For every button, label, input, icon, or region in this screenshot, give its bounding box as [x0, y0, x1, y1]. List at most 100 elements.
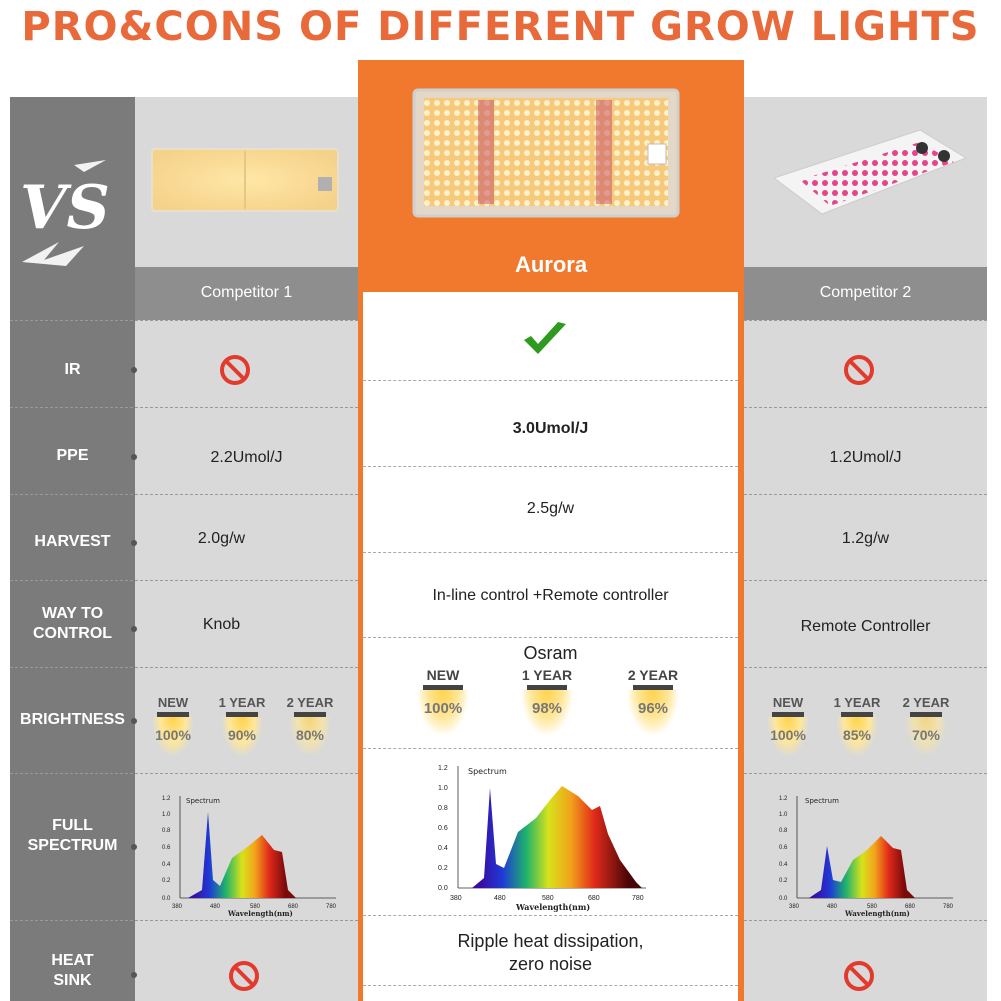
svg-text:0.2: 0.2: [779, 878, 788, 884]
aurora-spectrum-chart: Spectrum 1.2 1.0 0.8 0.6 0.4 0.2 0.0 380…: [438, 765, 646, 912]
divider: [363, 637, 738, 638]
svg-text:380: 380: [172, 904, 183, 910]
divider: [744, 320, 987, 321]
aurora-control: In-line control +Remote controller: [432, 587, 669, 604]
competitor2-header: Competitor 2: [819, 284, 912, 301]
divider: [10, 667, 358, 668]
aurora-brightness-2year: 2 YEAR 96%: [618, 667, 688, 751]
svg-text:0.8: 0.8: [438, 805, 448, 812]
competitor2-header-band: [744, 267, 987, 320]
competitor1-brightness-new: NEW 100%: [150, 695, 196, 771]
aurora-ppe: 3.0Umol/J: [512, 420, 589, 437]
divider: [363, 466, 738, 467]
row-label-ir: IR: [64, 361, 81, 378]
svg-text:0.4: 0.4: [438, 845, 448, 852]
row-label-line: WAY TO: [41, 605, 104, 622]
svg-text:480: 480: [210, 904, 221, 910]
row-label-brightness: BRIGHTNESS: [20, 711, 125, 728]
svg-text:0.8: 0.8: [162, 828, 171, 834]
row-label-line: CONTROL: [32, 625, 113, 642]
row-label-heat-sink: HEAT SINK: [10, 951, 135, 991]
svg-text:0.6: 0.6: [438, 825, 448, 832]
svg-text:0.0: 0.0: [162, 896, 171, 902]
competitor2-brightness-1year: 1 YEAR 85%: [829, 695, 885, 771]
svg-text:0.4: 0.4: [779, 862, 788, 868]
competitor1-header-band: [135, 267, 358, 320]
row-bullet: [131, 718, 137, 724]
checkmark-icon: [524, 322, 566, 354]
aurora-heat-sink: Ripple heat dissipation, zero noise: [363, 930, 738, 976]
aurora-harvest: 2.5g/w: [526, 500, 575, 517]
divider: [10, 494, 358, 495]
aurora-heat-sink-line: zero noise: [508, 954, 593, 974]
row-bullet: [131, 972, 137, 978]
row-bullet: [131, 454, 137, 460]
divider: [10, 920, 358, 921]
svg-text:380: 380: [450, 895, 462, 902]
divider: [744, 580, 987, 581]
svg-text:1.2: 1.2: [162, 796, 171, 802]
svg-text:0.6: 0.6: [779, 845, 788, 851]
divider: [363, 915, 738, 916]
svg-text:580: 580: [250, 904, 261, 910]
divider: [744, 494, 987, 495]
divider: [744, 667, 987, 668]
divider: [744, 773, 987, 774]
competitor1-brightness-2year: 2 YEAR 80%: [280, 695, 340, 771]
row-label-line: FULL: [52, 817, 93, 834]
competitor2-column: [742, 97, 987, 1001]
page-title: PRO&CONS OF DIFFERENT GROW LIGHTS: [21, 4, 980, 50]
divider: [10, 773, 358, 774]
divider: [363, 748, 738, 749]
svg-text:1.2: 1.2: [438, 765, 448, 772]
competitor1-header: Competitor 1: [200, 284, 293, 301]
svg-text:580: 580: [542, 895, 554, 902]
divider: [363, 380, 738, 381]
svg-text:480: 480: [827, 904, 838, 910]
svg-text:0.6: 0.6: [162, 845, 171, 851]
svg-text:780: 780: [632, 895, 644, 902]
svg-text:Wavelength(nm): Wavelength(nm): [515, 902, 590, 912]
competitor1-spectrum-chart: Spectrum 1.2 1.0 0.8 0.6 0.4 0.2 0.0 380…: [162, 796, 337, 918]
competitor1-ppe: 2.2Umol/J: [210, 449, 283, 466]
divider: [10, 580, 358, 581]
divider: [744, 920, 987, 921]
row-bullet: [131, 844, 137, 850]
prohibited-icon: [844, 961, 874, 991]
aurora-heat-sink-line: Ripple heat dissipation,: [457, 931, 644, 951]
svg-text:VS: VS: [20, 173, 110, 243]
row-label-harvest: HARVEST: [34, 533, 111, 550]
divider: [363, 552, 738, 553]
divider: [10, 320, 358, 321]
svg-text:780: 780: [326, 904, 337, 910]
competitor2-brightness-new: NEW 100%: [765, 695, 811, 771]
svg-text:680: 680: [905, 904, 916, 910]
svg-text:Spectrum: Spectrum: [805, 797, 839, 805]
vs-logo: VS: [20, 160, 110, 266]
row-bullet: [131, 626, 137, 632]
aurora-brightness-new: NEW 100%: [412, 667, 474, 751]
row-label-full-spectrum: FULL SPECTRUM: [10, 816, 135, 856]
svg-text:380: 380: [789, 904, 800, 910]
row-label-line: SPECTRUM: [27, 837, 118, 854]
competitor1-brightness-1year: 1 YEAR 90%: [214, 695, 270, 771]
aurora-brightness-brand: Osram: [523, 643, 578, 663]
svg-text:0.2: 0.2: [162, 878, 171, 884]
prohibited-icon: [220, 355, 250, 385]
svg-text:580: 580: [867, 904, 878, 910]
aurora-panel-image: [412, 88, 680, 218]
svg-text:680: 680: [588, 895, 600, 902]
competitor1-harvest: 2.0g/w: [197, 530, 246, 547]
aurora-brightness-1year: 1 YEAR 98%: [512, 667, 582, 751]
divider: [363, 985, 738, 986]
svg-text:Spectrum: Spectrum: [468, 767, 507, 776]
row-label-line: HEAT: [51, 952, 94, 969]
competitor2-panel-image: [772, 129, 968, 215]
competitor2-control: Remote Controller: [800, 618, 931, 635]
svg-text:780: 780: [943, 904, 954, 910]
competitor2-brightness-2year: 2 YEAR 70%: [896, 695, 956, 771]
row-bullet: [131, 540, 137, 546]
row-label-line: SINK: [53, 972, 92, 989]
svg-text:0.0: 0.0: [779, 896, 788, 902]
row-bullet: [131, 367, 137, 373]
